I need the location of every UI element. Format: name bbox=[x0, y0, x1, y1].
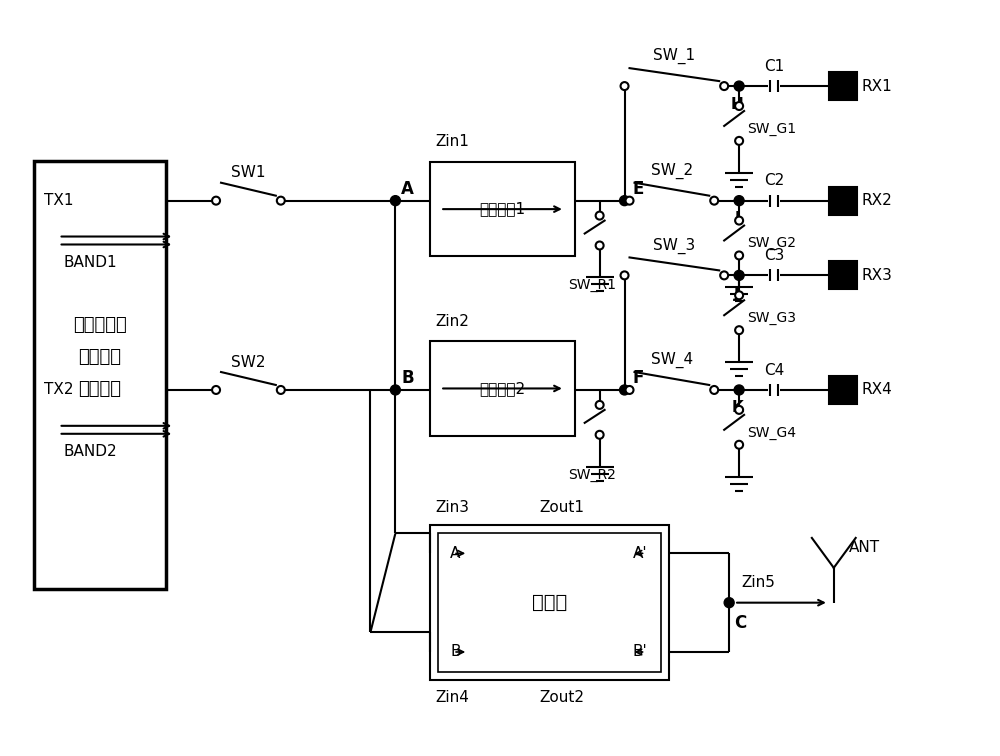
Text: RX3: RX3 bbox=[862, 268, 893, 283]
Text: Zin4: Zin4 bbox=[435, 690, 469, 705]
Circle shape bbox=[277, 197, 285, 205]
Text: SW_R1: SW_R1 bbox=[568, 278, 616, 293]
Circle shape bbox=[390, 385, 400, 395]
Circle shape bbox=[734, 196, 744, 206]
Text: Zin3: Zin3 bbox=[435, 500, 469, 515]
Text: Zin1: Zin1 bbox=[435, 135, 469, 150]
Text: C1: C1 bbox=[764, 59, 784, 73]
Text: BAND2: BAND2 bbox=[64, 445, 117, 459]
Text: B: B bbox=[450, 644, 461, 659]
Circle shape bbox=[735, 326, 743, 334]
Bar bbox=[438, 534, 661, 672]
Text: C2: C2 bbox=[764, 173, 784, 188]
Circle shape bbox=[212, 197, 220, 205]
Text: ANT: ANT bbox=[849, 541, 880, 556]
Text: A: A bbox=[401, 180, 414, 198]
Text: B: B bbox=[401, 369, 414, 387]
Circle shape bbox=[621, 82, 629, 90]
Circle shape bbox=[626, 386, 634, 394]
Text: RX4: RX4 bbox=[862, 383, 892, 398]
Text: 双工器: 双工器 bbox=[532, 593, 567, 612]
Text: E: E bbox=[633, 180, 644, 198]
Text: SW_G3: SW_G3 bbox=[747, 311, 796, 325]
Text: H: H bbox=[731, 97, 744, 112]
Circle shape bbox=[596, 431, 604, 438]
Bar bbox=[829, 72, 857, 100]
Circle shape bbox=[390, 196, 400, 206]
Circle shape bbox=[735, 137, 743, 145]
Text: SW_2: SW_2 bbox=[651, 163, 693, 179]
Bar bbox=[430, 525, 669, 680]
Bar bbox=[829, 376, 857, 404]
Text: RX2: RX2 bbox=[862, 193, 892, 208]
Circle shape bbox=[734, 385, 744, 395]
Bar bbox=[829, 262, 857, 290]
Text: SW2: SW2 bbox=[231, 355, 266, 370]
Text: Zin2: Zin2 bbox=[435, 314, 469, 329]
Circle shape bbox=[735, 217, 743, 225]
Bar bbox=[430, 162, 575, 256]
Text: SW_3: SW_3 bbox=[653, 237, 695, 253]
Text: SW_G2: SW_G2 bbox=[747, 237, 796, 250]
Text: 匹配网络: 匹配网络 bbox=[78, 380, 121, 398]
Circle shape bbox=[596, 241, 604, 249]
Circle shape bbox=[734, 81, 744, 91]
Text: Zout1: Zout1 bbox=[540, 500, 585, 515]
Circle shape bbox=[620, 196, 630, 206]
Text: J: J bbox=[734, 286, 740, 301]
Text: SW1: SW1 bbox=[231, 166, 266, 180]
Text: 大器及其: 大器及其 bbox=[78, 348, 121, 366]
Text: Zin5: Zin5 bbox=[741, 575, 775, 590]
Circle shape bbox=[735, 291, 743, 299]
Circle shape bbox=[735, 102, 743, 110]
Text: RX1: RX1 bbox=[862, 79, 892, 94]
Text: SW_R2: SW_R2 bbox=[568, 468, 616, 482]
Circle shape bbox=[626, 197, 634, 205]
Circle shape bbox=[710, 386, 718, 394]
Text: SW_G1: SW_G1 bbox=[747, 122, 796, 136]
Bar bbox=[34, 161, 166, 589]
Text: I: I bbox=[734, 211, 740, 226]
Text: TX2: TX2 bbox=[44, 383, 73, 398]
Text: 匹配网络1: 匹配网络1 bbox=[479, 202, 526, 217]
Text: SW_4: SW_4 bbox=[651, 352, 693, 368]
Circle shape bbox=[720, 271, 728, 280]
Bar bbox=[430, 341, 575, 435]
Circle shape bbox=[734, 271, 744, 280]
Circle shape bbox=[596, 212, 604, 219]
Circle shape bbox=[621, 271, 629, 280]
Circle shape bbox=[710, 197, 718, 205]
Circle shape bbox=[620, 385, 630, 395]
Circle shape bbox=[724, 598, 734, 608]
Text: B': B' bbox=[633, 644, 647, 659]
Bar bbox=[829, 187, 857, 215]
Circle shape bbox=[596, 401, 604, 409]
Text: K: K bbox=[731, 401, 743, 415]
Text: BAND1: BAND1 bbox=[64, 255, 117, 270]
Text: TX1: TX1 bbox=[44, 193, 73, 208]
Text: A: A bbox=[450, 546, 461, 561]
Text: Zout2: Zout2 bbox=[540, 690, 585, 705]
Text: F: F bbox=[633, 369, 644, 387]
Text: C4: C4 bbox=[764, 363, 784, 377]
Text: SW_G4: SW_G4 bbox=[747, 426, 796, 440]
Text: 射频功率放: 射频功率放 bbox=[73, 316, 127, 334]
Circle shape bbox=[720, 82, 728, 90]
Text: A': A' bbox=[633, 546, 647, 561]
Circle shape bbox=[735, 406, 743, 414]
Text: C: C bbox=[734, 614, 746, 631]
Circle shape bbox=[277, 386, 285, 394]
Circle shape bbox=[735, 252, 743, 259]
Text: C3: C3 bbox=[764, 248, 784, 263]
Circle shape bbox=[735, 441, 743, 449]
Circle shape bbox=[212, 386, 220, 394]
Text: SW_1: SW_1 bbox=[653, 48, 695, 64]
Text: 匹配网络2: 匹配网络2 bbox=[479, 381, 526, 396]
